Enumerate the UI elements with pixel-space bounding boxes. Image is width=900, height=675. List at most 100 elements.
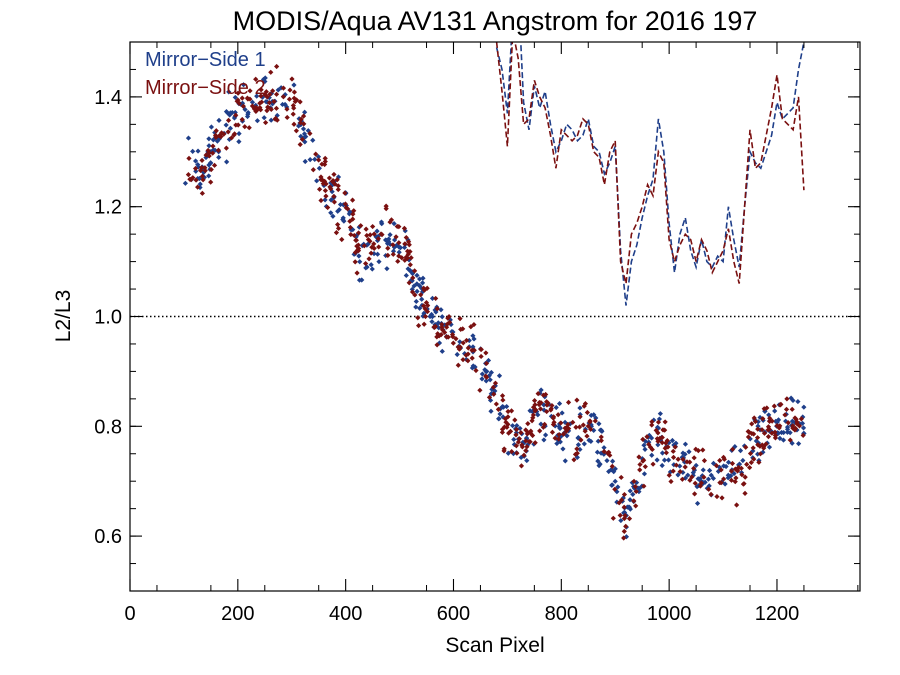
scatter-point bbox=[387, 232, 393, 238]
scatter-point bbox=[401, 225, 408, 231]
scatter-point bbox=[293, 128, 299, 134]
scatter-point bbox=[412, 292, 418, 298]
scatter-point bbox=[755, 419, 761, 425]
scatter-point bbox=[632, 484, 638, 490]
legend-entry-mirror-side-2: Mirror−Side 2 bbox=[145, 77, 266, 99]
scatter-point bbox=[195, 162, 201, 168]
scatter-point bbox=[663, 440, 669, 446]
scatter-point bbox=[664, 438, 670, 444]
scatter-point bbox=[488, 369, 494, 376]
scatter-point bbox=[542, 394, 548, 400]
scatter-point bbox=[513, 432, 519, 438]
scatter-point bbox=[355, 230, 362, 236]
scatter-point bbox=[641, 442, 647, 448]
scatter-point bbox=[497, 411, 503, 417]
scatter-point bbox=[595, 458, 601, 464]
scatter-point bbox=[675, 472, 681, 478]
scatter-point bbox=[516, 436, 522, 442]
scatter-point bbox=[574, 454, 580, 460]
scatter-point bbox=[655, 430, 661, 436]
scatter-point bbox=[231, 131, 238, 137]
scatter-point bbox=[691, 465, 697, 471]
scatter-point bbox=[521, 452, 527, 458]
scatter-point bbox=[536, 399, 543, 406]
scatter-point bbox=[347, 224, 354, 231]
scatter-point bbox=[513, 430, 520, 436]
scatter-point bbox=[540, 424, 546, 430]
scatter-point bbox=[300, 113, 307, 119]
scatter-point bbox=[642, 438, 649, 445]
scatter-point bbox=[790, 397, 796, 404]
scatter-point bbox=[424, 308, 431, 315]
scatter-point bbox=[205, 147, 211, 154]
scatter-point bbox=[586, 437, 592, 443]
scatter-point bbox=[762, 408, 768, 415]
scatter-point bbox=[473, 367, 479, 374]
scatter-point bbox=[755, 426, 761, 432]
scatter-point bbox=[551, 419, 557, 425]
scatter-point bbox=[405, 251, 411, 257]
scatter-point bbox=[627, 488, 633, 494]
scatter-point bbox=[504, 424, 510, 430]
scatter-point bbox=[659, 450, 666, 456]
scatter-point bbox=[694, 500, 701, 507]
scatter-point bbox=[641, 471, 648, 477]
scatter-point bbox=[687, 459, 693, 465]
scatter-point bbox=[416, 283, 423, 289]
scatter-point bbox=[436, 325, 442, 331]
scatter-point bbox=[675, 456, 681, 462]
x-tick-label: 800 bbox=[545, 603, 578, 625]
scatter-point bbox=[563, 425, 570, 431]
scatter-point bbox=[384, 266, 390, 272]
scatter-point bbox=[460, 357, 466, 363]
scatter-point bbox=[722, 481, 728, 487]
scatter-point bbox=[542, 432, 549, 438]
scatter-point bbox=[300, 126, 307, 132]
scatter-point bbox=[206, 173, 212, 179]
scatter-point bbox=[637, 461, 643, 468]
scatter-point bbox=[537, 406, 544, 412]
scatter-point bbox=[413, 298, 419, 305]
axis-ticks: 0 200 400 600 800 1000 1200 0.6 0.8 1.0 1.2 1.4 bbox=[94, 42, 860, 625]
scatter-point bbox=[239, 116, 245, 123]
scatter-point bbox=[792, 419, 798, 426]
scatter-point bbox=[641, 483, 647, 489]
scatter-point bbox=[732, 479, 738, 485]
scatter-point bbox=[693, 446, 699, 452]
scatter-point bbox=[666, 472, 672, 478]
scatter-point bbox=[322, 197, 328, 203]
scatter-point bbox=[760, 449, 766, 455]
scatter-point bbox=[262, 78, 268, 85]
scatter-point bbox=[409, 289, 416, 295]
scatter-point bbox=[747, 436, 753, 442]
scatter-point bbox=[453, 336, 459, 342]
scatter-point bbox=[757, 414, 763, 421]
scatter-point bbox=[229, 109, 235, 116]
scatter-point bbox=[446, 314, 452, 320]
scatter-point bbox=[274, 63, 280, 70]
scatter-point bbox=[668, 478, 674, 485]
scatter-point bbox=[765, 427, 771, 433]
scatter-point bbox=[685, 472, 691, 478]
scatter-point bbox=[275, 87, 281, 93]
scatter-point bbox=[661, 457, 668, 463]
scatter-point bbox=[513, 443, 519, 449]
scatter-point bbox=[273, 91, 280, 97]
scatter-point bbox=[235, 122, 241, 128]
scatter-point bbox=[356, 253, 362, 259]
scatter-point bbox=[477, 387, 483, 393]
scatter-point bbox=[328, 210, 334, 216]
scatter-point bbox=[291, 121, 297, 127]
scatter-point bbox=[227, 112, 233, 118]
scatter-point bbox=[771, 403, 777, 409]
scatter-point bbox=[555, 412, 561, 418]
scatter-point bbox=[312, 156, 318, 162]
scatter-point bbox=[772, 408, 778, 414]
scatter-point bbox=[531, 397, 538, 404]
scatter-point bbox=[505, 450, 511, 456]
scatter-point bbox=[578, 437, 584, 443]
scatter-point bbox=[715, 468, 722, 474]
scatter-point bbox=[420, 313, 426, 319]
scatter-point bbox=[742, 490, 748, 497]
scatter-point bbox=[556, 436, 562, 442]
